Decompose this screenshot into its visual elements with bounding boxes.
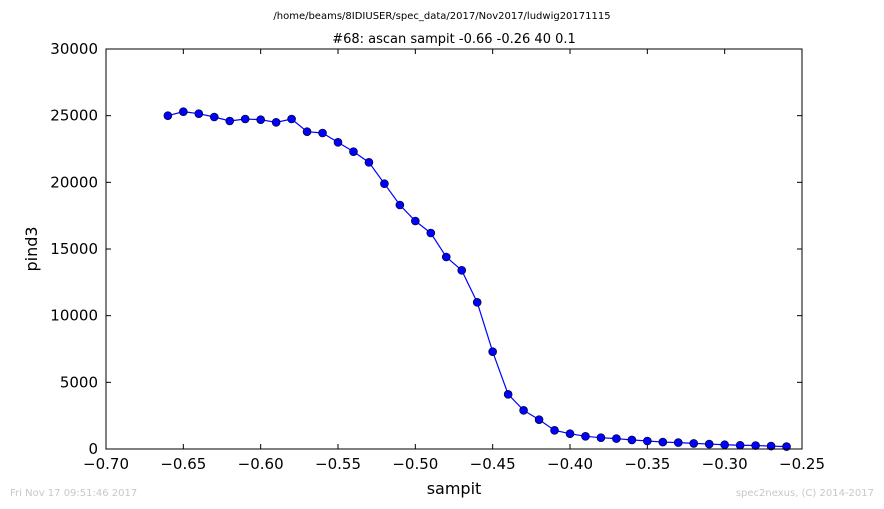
y-tick-label: 25000	[50, 107, 98, 125]
data-point	[333, 138, 343, 147]
data-point	[673, 438, 683, 447]
y-tick-label: 5000	[60, 373, 98, 391]
data-point	[225, 116, 235, 126]
data-point	[472, 298, 482, 307]
footer-timestamp: Fri Nov 17 09:51:46 2017	[10, 488, 138, 499]
x-tick-label: −0.35	[624, 455, 670, 473]
data-point	[240, 114, 250, 124]
x-axis-label: sampit	[427, 479, 482, 498]
data-point	[426, 228, 436, 238]
data-point	[751, 441, 760, 450]
data-point	[411, 216, 420, 226]
data-point	[349, 147, 358, 156]
x-tick-label: −0.30	[702, 455, 748, 473]
chart-suptitle: /home/beams/8IDIUSER/spec_data/2017/Nov2…	[273, 11, 610, 22]
data-point	[488, 347, 497, 356]
data-point	[658, 437, 668, 447]
data-point	[194, 109, 204, 118]
data-point	[627, 435, 637, 445]
y-axis-label: pind3	[22, 226, 41, 271]
x-tick-label: −0.25	[779, 455, 825, 473]
data-point	[766, 441, 776, 451]
data-point	[318, 128, 327, 138]
data-point	[179, 107, 188, 116]
data-point	[612, 434, 621, 443]
x-tick-label: −0.45	[470, 455, 516, 473]
x-tick-label: −0.65	[160, 455, 206, 473]
plot-frame	[105, 48, 803, 450]
data-point	[534, 415, 544, 424]
data-point	[287, 114, 296, 124]
data-point	[395, 200, 405, 210]
data-point	[457, 266, 467, 275]
data-point	[271, 118, 281, 127]
data-point	[689, 439, 699, 448]
y-tick-label: 0	[88, 440, 98, 458]
y-tick-label: 20000	[50, 173, 98, 191]
series-line	[167, 111, 787, 448]
data-point	[596, 433, 606, 442]
data-point	[441, 252, 451, 262]
x-tick-label: −0.50	[392, 455, 438, 473]
data-point	[704, 439, 714, 449]
data-point	[720, 440, 729, 450]
y-tick-label: 10000	[50, 307, 98, 325]
data-point	[163, 111, 173, 120]
data-point	[581, 432, 590, 441]
data-point	[302, 127, 312, 136]
chart-title: #68: ascan sampit -0.66 -0.26 40 0.1	[332, 32, 576, 47]
data-point	[256, 115, 265, 124]
x-tick-label: −0.55	[315, 455, 361, 473]
data-point	[209, 112, 219, 122]
data-point	[550, 426, 559, 435]
data-point	[519, 406, 528, 415]
y-tick-label: 15000	[50, 240, 98, 258]
data-point	[380, 179, 389, 188]
footer-credit: spec2nexus, (C) 2014-2017	[735, 488, 874, 499]
plot-layer: −0.70 −0.65 −0.60 −0.55 −0.50 −0.45 −0.40 −0.35…	[50, 40, 825, 473]
data-point	[364, 158, 374, 167]
x-tick-label: −0.70	[83, 455, 129, 473]
data-point	[503, 390, 513, 399]
data-point	[643, 436, 652, 446]
y-tick-label: 30000	[50, 40, 98, 58]
x-tick-label: −0.40	[547, 455, 593, 473]
data-point	[735, 440, 745, 450]
data-point	[565, 429, 575, 438]
x-tick-label: −0.60	[238, 455, 284, 473]
